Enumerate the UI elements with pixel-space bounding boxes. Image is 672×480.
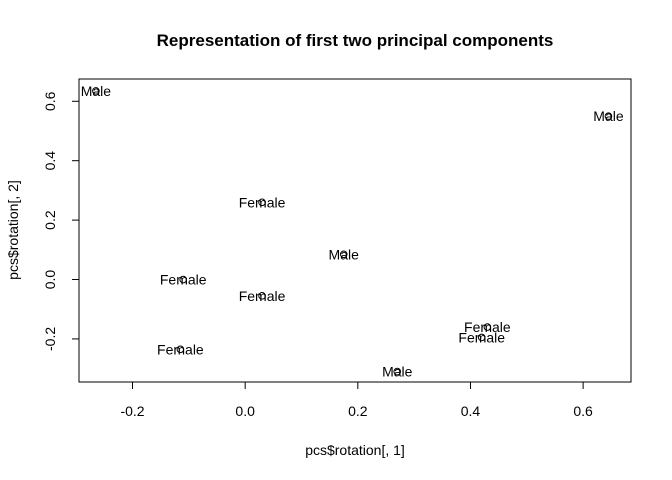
data-point-label: Female (458, 329, 505, 345)
data-point-label: Female (239, 288, 286, 304)
x-tick-label: 0.0 (235, 403, 255, 419)
data-point (393, 367, 402, 376)
x-tick-label: -0.2 (120, 403, 144, 419)
data-point (258, 198, 266, 207)
data-point-label: Female (160, 272, 207, 288)
y-axis-label: pcs$rotation[, 2] (5, 180, 21, 280)
y-tick-label: -0.2 (42, 327, 58, 351)
x-tick-label: 0.2 (348, 403, 368, 419)
data-point (258, 292, 266, 300)
y-tick-label: 0.2 (42, 210, 58, 230)
y-axis: -0.2 0.0 0.2 0.4 0.6 (42, 91, 80, 351)
data-point-label: Male (593, 108, 624, 124)
data-point-label: Female (157, 341, 204, 357)
data-point (477, 333, 486, 342)
data-point-label: Male (329, 246, 360, 262)
data-point (179, 275, 188, 284)
data-point-label: Male (81, 83, 112, 99)
plot-box (78, 78, 632, 383)
y-tick-label: 0.0 (42, 270, 58, 290)
data-point (92, 87, 100, 95)
x-tick-label: 0.4 (461, 403, 481, 419)
data-point-label: Female (464, 319, 511, 335)
data-point (604, 112, 613, 120)
chart-title: Representation of first two principal co… (157, 31, 554, 50)
data-point (176, 345, 185, 354)
data-points: MaleMaleFemaleMaleFemaleFemaleFemaleFema… (81, 83, 624, 380)
x-tick-label: 0.6 (573, 403, 593, 419)
x-axis-label: pcs$rotation[, 1] (305, 442, 405, 458)
y-tick-label: 0.6 (42, 91, 58, 111)
data-point-label: Female (239, 194, 286, 210)
data-point (339, 250, 348, 259)
y-tick-label: 0.4 (42, 151, 58, 171)
x-axis: -0.2 0.0 0.2 0.4 0.6 (120, 381, 593, 419)
data-point (483, 323, 492, 331)
data-point-label: Male (382, 364, 413, 380)
